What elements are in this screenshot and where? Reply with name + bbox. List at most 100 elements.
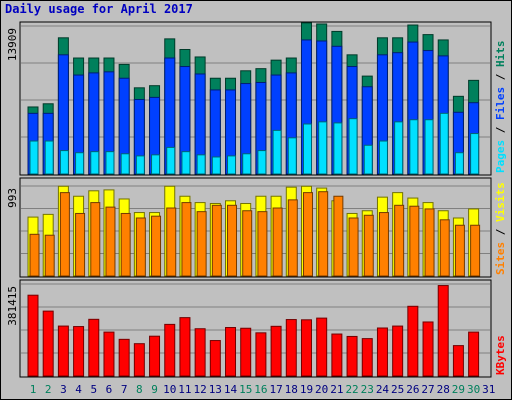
panel-kbytes-legend: KBytes	[494, 335, 507, 375]
panel-visits-sites-bar-sites-day-10	[166, 207, 177, 277]
chart-title: Daily usage for April 2017	[5, 2, 193, 16]
panel-hits-files-pages-bar-pages-day-17	[272, 129, 282, 175]
panel-kbytes-bar-kbytes-day-12	[194, 328, 206, 377]
panel-hits-files-pages-bar-pages-day-10	[166, 146, 176, 175]
panel-kbytes-bar-kbytes-day-21	[331, 333, 343, 377]
legend-separator: /	[494, 67, 507, 87]
panel-visits-sites-bar-sites-day-5	[90, 202, 101, 277]
x-label-day-22: 22	[345, 383, 358, 396]
x-label-day-14: 14	[224, 383, 238, 396]
panel-kbytes-bar-kbytes-day-5	[88, 318, 100, 377]
panel-hits-files-pages-bar-pages-day-22	[348, 118, 358, 175]
panel-kbytes-bar-kbytes-day-28	[437, 285, 449, 377]
panel-kbytes-bar-kbytes-day-11	[179, 317, 191, 377]
panel-visits-sites-bar-sites-day-6	[105, 206, 116, 277]
panel-hits-files-pages-bar-pages-day-12	[196, 154, 206, 175]
x-label-day-8: 8	[136, 383, 143, 396]
panel-kbytes-bar-kbytes-day-18	[285, 319, 297, 377]
x-label-day-11: 11	[178, 383, 191, 396]
panel-visits-sites-bar-sites-day-13	[211, 204, 222, 277]
x-label-day-30: 30	[467, 383, 480, 396]
panel-visits-sites-bar-sites-day-19	[302, 192, 313, 277]
legend-entry-pages: Pages	[494, 140, 507, 173]
panel-hits-files-pages-bar-pages-day-11	[181, 151, 191, 175]
panel-visits-sites-bar-sites-day-24	[378, 212, 389, 277]
panel-kbytes-bar-kbytes-day-20	[316, 317, 328, 377]
x-label-day-16: 16	[254, 383, 267, 396]
x-label-day-6: 6	[106, 383, 113, 396]
panel-hits-files-pages-bar-pages-day-27	[424, 119, 434, 175]
panel-visits-sites-bar-sites-day-7	[120, 212, 131, 277]
panel-kbytes-bar-kbytes-day-15	[240, 327, 252, 377]
x-label-day-12: 12	[194, 383, 207, 396]
panel-kbytes-bar-kbytes-day-16	[255, 332, 267, 377]
panel-visits-sites-bar-sites-day-15	[242, 210, 253, 277]
panel-visits-sites-bar-sites-day-18	[287, 199, 298, 277]
panel-visits-sites-bar-sites-day-26	[409, 205, 420, 277]
panel-kbytes-bar-kbytes-day-1	[27, 294, 39, 377]
panel-kbytes-bar-kbytes-day-7	[118, 338, 130, 377]
panel-hits-files-pages-ytick-label: 13909	[6, 28, 19, 61]
x-label-day-7: 7	[121, 383, 128, 396]
x-label-day-19: 19	[300, 383, 313, 396]
x-label-day-17: 17	[269, 383, 282, 396]
panel-kbytes-bar-kbytes-day-17	[270, 325, 282, 377]
panel-visits-sites-bar-sites-day-9	[151, 215, 162, 277]
panel-kbytes-bar-kbytes-day-25	[392, 325, 404, 377]
panel-kbytes-bar-kbytes-day-6	[103, 331, 115, 377]
panel-hits-files-pages-bar-pages-day-5	[90, 151, 100, 175]
panel-hits-files-pages-bar-pages-day-14	[227, 155, 237, 175]
panel-visits-sites-ytick-label: 993	[6, 188, 19, 208]
panel-kbytes-bar-kbytes-day-30	[468, 331, 480, 377]
panel-kbytes-bar-kbytes-day-23	[361, 338, 373, 377]
panel-visits-sites-bar-sites-day-16	[257, 211, 268, 277]
panel-visits-sites-bar-sites-day-11	[181, 202, 192, 277]
panel-kbytes-ytick-label: 381415	[6, 286, 19, 326]
x-label-day-1: 1	[30, 383, 37, 396]
panel-visits-sites-bar-sites-day-14	[227, 204, 238, 277]
x-label-day-10: 10	[163, 383, 176, 396]
x-label-day-20: 20	[315, 383, 328, 396]
panel-visits-sites-bar-sites-day-3	[59, 192, 70, 277]
panel-visits-sites-bar-sites-day-27	[424, 208, 435, 277]
panel-hits-files-pages-bar-pages-day-19	[302, 123, 312, 175]
x-label-day-28: 28	[437, 383, 450, 396]
panel-kbytes-bar-kbytes-day-29	[452, 345, 464, 377]
panel-visits-sites-bar-sites-day-30	[470, 224, 481, 277]
panel-hits-files-pages-bar-pages-day-25	[394, 121, 404, 175]
panel-hits-files-pages-bar-pages-day-18	[287, 137, 297, 175]
panel-kbytes-bar-kbytes-day-24	[376, 327, 388, 377]
panel-visits-sites-bar-sites-day-22	[348, 217, 359, 277]
panel-visits-sites-bar-sites-day-12	[196, 211, 207, 277]
panel-hits-files-pages-bar-pages-day-6	[105, 151, 115, 175]
panel-hits-files-pages-bar-pages-day-1	[29, 140, 39, 175]
x-label-day-5: 5	[90, 383, 97, 396]
x-label-day-4: 4	[75, 383, 82, 396]
x-label-day-31: 31	[482, 383, 495, 396]
legend-separator: /	[494, 120, 507, 140]
panel-kbytes-bar-kbytes-day-9	[149, 335, 161, 377]
x-label-day-3: 3	[60, 383, 67, 396]
legend-entry-hits: Hits	[494, 41, 507, 68]
x-label-day-15: 15	[239, 383, 252, 396]
panel-hits-files-pages-bar-pages-day-15	[242, 153, 252, 175]
panel-visits-sites-legend: Sites / Visits	[494, 182, 507, 275]
panel-hits-files-pages-bar-pages-day-7	[120, 153, 130, 175]
panel-hits-files-pages-bar-pages-day-8	[135, 155, 145, 175]
panel-hits-files-pages-bar-pages-day-30	[470, 133, 480, 175]
panel-kbytes-bar-kbytes-day-4	[73, 326, 85, 377]
panel-visits-sites-bar-sites-day-21	[333, 195, 344, 277]
panel-hits-files-pages-bar-pages-day-2	[44, 140, 54, 175]
panel-visits-sites-bar-sites-day-25	[394, 204, 405, 277]
x-label-day-13: 13	[209, 383, 222, 396]
panel-hits-files-pages-bar-pages-day-9	[151, 154, 161, 175]
panel-hits-files-pages-bar-pages-day-16	[257, 150, 267, 175]
legend-entry-files: Files	[494, 87, 507, 120]
panel-hits-files-pages-bar-pages-day-13	[211, 156, 221, 175]
panel-kbytes-bar-kbytes-day-19	[300, 319, 312, 377]
legend-separator: /	[494, 222, 507, 242]
x-label-day-25: 25	[391, 383, 404, 396]
panel-hits-files-pages-bar-pages-day-21	[333, 122, 343, 175]
x-label-day-29: 29	[452, 383, 465, 396]
